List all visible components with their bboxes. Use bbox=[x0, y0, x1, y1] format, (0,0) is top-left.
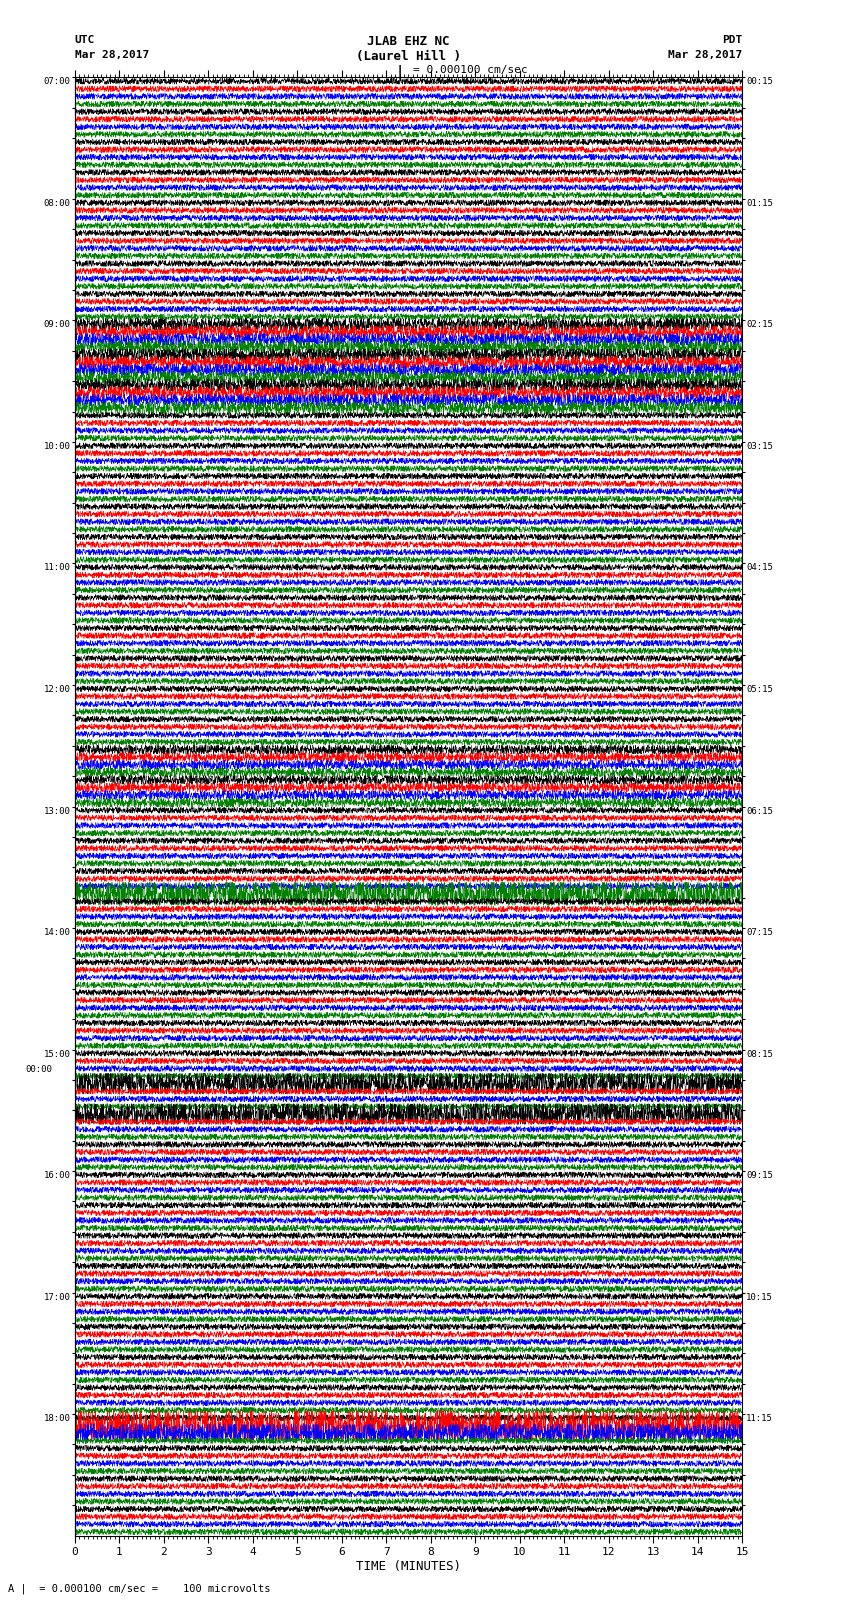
Text: Mar 28,2017: Mar 28,2017 bbox=[668, 50, 742, 60]
Text: (Laurel Hill ): (Laurel Hill ) bbox=[356, 50, 461, 63]
Text: JLAB EHZ NC: JLAB EHZ NC bbox=[367, 35, 450, 48]
Text: UTC: UTC bbox=[75, 35, 95, 45]
Text: PDT: PDT bbox=[722, 35, 742, 45]
Text: 00:00: 00:00 bbox=[26, 1065, 53, 1074]
Text: Mar 28,2017: Mar 28,2017 bbox=[75, 50, 149, 60]
Text: |: | bbox=[396, 65, 404, 79]
Text: = 0.000100 cm/sec: = 0.000100 cm/sec bbox=[413, 65, 527, 74]
X-axis label: TIME (MINUTES): TIME (MINUTES) bbox=[356, 1560, 461, 1573]
Text: A |  = 0.000100 cm/sec =    100 microvolts: A | = 0.000100 cm/sec = 100 microvolts bbox=[8, 1582, 271, 1594]
